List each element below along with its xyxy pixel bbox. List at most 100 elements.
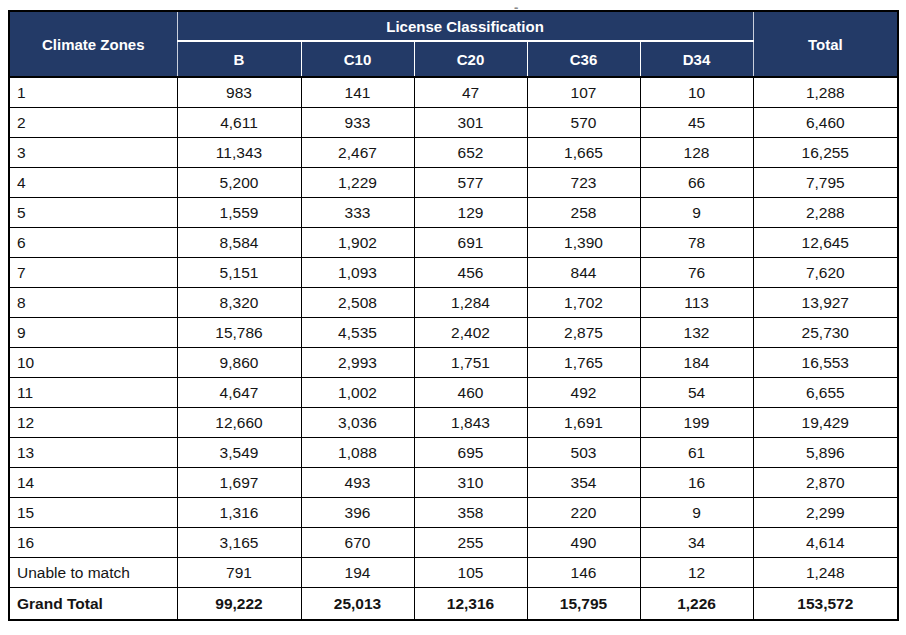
row-value-cell-c36: 146 [527,558,640,588]
row-value-cell-c20: 255 [414,528,527,558]
row-value-cell-c36: 107 [527,77,640,108]
row-value-cell-c10: 493 [301,468,414,498]
row-value-cell-b: 8,584 [177,228,301,258]
row-value-cell-c36: 1,702 [527,288,640,318]
row-total-cell: 7,620 [753,258,898,288]
row-value-cell-c10: 1,902 [301,228,414,258]
row-label-cell: 16 [9,528,177,558]
row-value-cell-c20: 358 [414,498,527,528]
row-value-cell-c36: 1,691 [527,408,640,438]
table-row: 163,165670255490344,614 [9,528,898,558]
row-value-cell-c10: 333 [301,198,414,228]
row-label-cell: 2 [9,108,177,138]
row-value-cell-d34: 199 [640,408,753,438]
grand-total-value-cell-c36: 15,795 [527,588,640,621]
table-row: 68,5841,9026911,3907812,645 [9,228,898,258]
row-total-cell: 1,288 [753,77,898,108]
row-total-cell: 19,429 [753,408,898,438]
row-value-cell-c36: 490 [527,528,640,558]
row-value-cell-d34: 54 [640,378,753,408]
table-row: 915,7864,5352,4022,87513225,730 [9,318,898,348]
row-value-cell-b: 1,559 [177,198,301,228]
row-value-cell-d34: 12 [640,558,753,588]
table-row: 51,55933312925892,288 [9,198,898,228]
row-value-cell-c36: 1,390 [527,228,640,258]
row-value-cell-c20: 1,284 [414,288,527,318]
table-row: 75,1511,093456844767,620 [9,258,898,288]
row-total-cell: 7,795 [753,168,898,198]
row-value-cell-b: 1,316 [177,498,301,528]
row-value-cell-b: 11,343 [177,138,301,168]
row-value-cell-c20: 129 [414,198,527,228]
header-license-classification: License Classification [177,11,753,41]
grand-total-value-cell-c10: 25,013 [301,588,414,621]
row-label-cell: 9 [9,318,177,348]
table-row: 109,8602,9931,7511,76518416,553 [9,348,898,378]
row-label-cell: 1 [9,77,177,108]
row-label-cell: 10 [9,348,177,378]
table-header: Climate Zones License Classification Tot… [9,11,898,77]
row-value-cell-c36: 354 [527,468,640,498]
row-value-cell-b: 5,151 [177,258,301,288]
row-value-cell-d34: 128 [640,138,753,168]
column-header-d34: D34 [640,41,753,77]
grand-total-total-cell: 153,572 [753,588,898,621]
table-row: 141,697493310354162,870 [9,468,898,498]
row-value-cell-b: 791 [177,558,301,588]
row-value-cell-c36: 1,665 [527,138,640,168]
row-value-cell-c20: 691 [414,228,527,258]
row-total-cell: 6,655 [753,378,898,408]
table-row: Unable to match791194105146121,248 [9,558,898,588]
row-value-cell-b: 8,320 [177,288,301,318]
row-value-cell-c20: 456 [414,258,527,288]
grand-total-value-cell-d34: 1,226 [640,588,753,621]
row-value-cell-b: 1,697 [177,468,301,498]
header-total: Total [753,11,898,77]
table-body: 198314147107101,28824,611933301570456,46… [9,77,898,588]
row-value-cell-d34: 113 [640,288,753,318]
row-total-cell: 6,460 [753,108,898,138]
row-value-cell-c36: 570 [527,108,640,138]
row-value-cell-c36: 220 [527,498,640,528]
row-value-cell-c36: 503 [527,438,640,468]
grand-total-value-cell-c20: 12,316 [414,588,527,621]
row-label-cell: 11 [9,378,177,408]
row-value-cell-b: 15,786 [177,318,301,348]
climate-zones-license-table: Climate Zones License Classification Tot… [8,10,899,621]
row-value-cell-b: 4,647 [177,378,301,408]
table-row: 45,2001,229577723667,795 [9,168,898,198]
row-value-cell-b: 12,660 [177,408,301,438]
column-header-c20: C20 [414,41,527,77]
row-value-cell-c36: 2,875 [527,318,640,348]
row-value-cell-c10: 141 [301,77,414,108]
row-value-cell-c10: 933 [301,108,414,138]
row-value-cell-c20: 2,402 [414,318,527,348]
row-value-cell-c10: 2,467 [301,138,414,168]
row-value-cell-b: 9,860 [177,348,301,378]
table-row: 311,3432,4676521,66512816,255 [9,138,898,168]
row-value-cell-c10: 2,508 [301,288,414,318]
table-row: 114,6471,002460492546,655 [9,378,898,408]
row-value-cell-d34: 10 [640,77,753,108]
row-label-cell: 13 [9,438,177,468]
row-value-cell-d34: 66 [640,168,753,198]
row-total-cell: 2,288 [753,198,898,228]
row-value-cell-c36: 258 [527,198,640,228]
row-value-cell-c10: 4,535 [301,318,414,348]
row-value-cell-b: 3,165 [177,528,301,558]
row-total-cell: 4,614 [753,528,898,558]
column-header-c10: C10 [301,41,414,77]
table-row: 151,31639635822092,299 [9,498,898,528]
row-value-cell-c36: 723 [527,168,640,198]
row-label-cell: 3 [9,138,177,168]
row-value-cell-c36: 1,765 [527,348,640,378]
row-label-cell: 12 [9,408,177,438]
row-value-cell-c10: 396 [301,498,414,528]
row-value-cell-d34: 61 [640,438,753,468]
row-value-cell-c10: 670 [301,528,414,558]
row-value-cell-c20: 460 [414,378,527,408]
row-value-cell-d34: 132 [640,318,753,348]
column-header-b: B [177,41,301,77]
row-label-cell: 6 [9,228,177,258]
row-value-cell-c20: 1,751 [414,348,527,378]
